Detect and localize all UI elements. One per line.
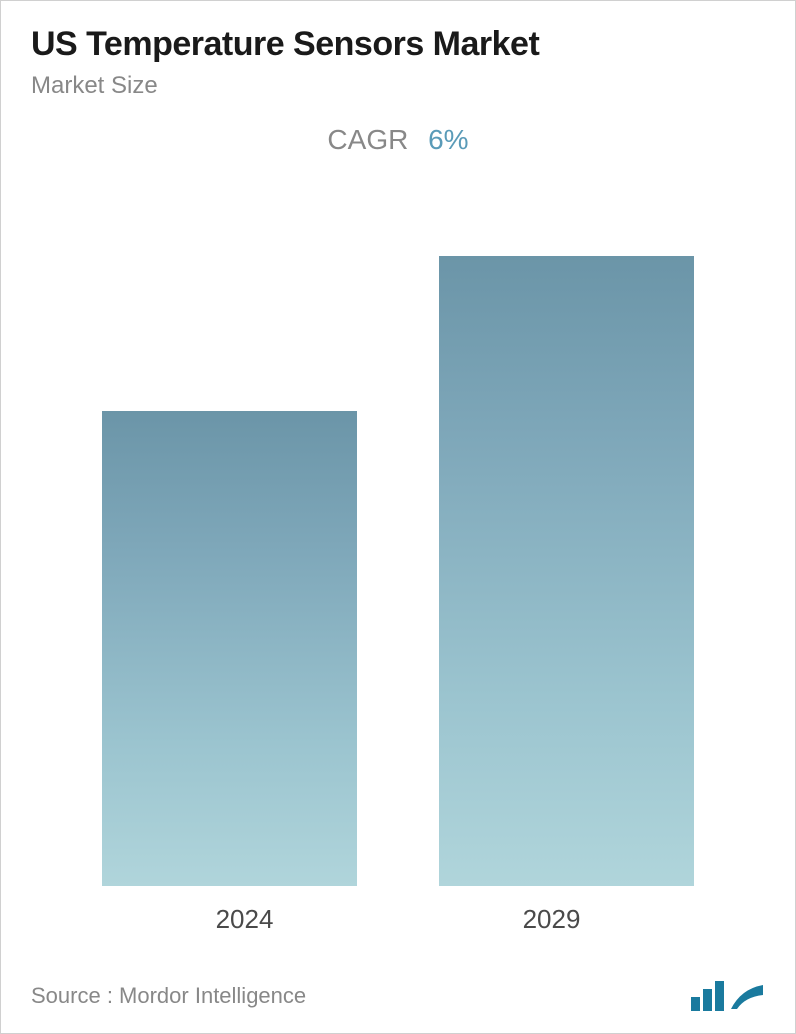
chart-title: US Temperature Sensors Market: [31, 25, 765, 64]
x-axis-labels: 2024 2029: [31, 886, 765, 935]
cagr-value: 6%: [428, 124, 468, 155]
chart-header: US Temperature Sensors Market Market Siz…: [1, 1, 795, 100]
mordor-logo: [691, 981, 765, 1011]
chart-subtitle: Market Size: [31, 72, 765, 100]
x-label-0: 2024: [117, 904, 372, 935]
bar-2024: [102, 411, 357, 886]
x-label-1: 2029: [424, 904, 679, 935]
cagr-label: CAGR: [327, 124, 408, 155]
chart-footer: Source : Mordor Intelligence: [31, 981, 765, 1011]
source-text: Source : Mordor Intelligence: [31, 983, 306, 1009]
logo-swoosh-icon: [729, 981, 765, 1011]
bar-2029: [439, 256, 694, 886]
chart-area: [31, 196, 765, 886]
cagr-row: CAGR 6%: [1, 124, 795, 156]
bars-container: [31, 196, 765, 886]
logo-bars-icon: [691, 981, 724, 1011]
